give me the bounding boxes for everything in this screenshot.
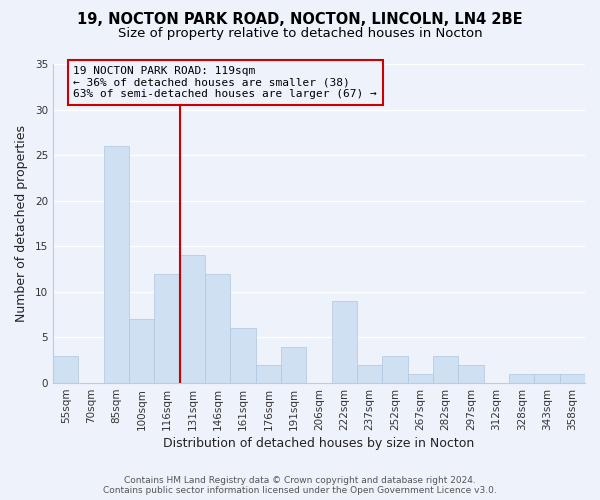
- Bar: [407, 374, 433, 383]
- Bar: [458, 365, 484, 383]
- Bar: [433, 356, 458, 383]
- Bar: [357, 365, 382, 383]
- Bar: [509, 374, 535, 383]
- Bar: [53, 356, 79, 383]
- Bar: [129, 320, 154, 383]
- Text: Size of property relative to detached houses in Nocton: Size of property relative to detached ho…: [118, 28, 482, 40]
- Bar: [382, 356, 407, 383]
- Bar: [180, 256, 205, 383]
- Text: Contains HM Land Registry data © Crown copyright and database right 2024.
Contai: Contains HM Land Registry data © Crown c…: [103, 476, 497, 495]
- Bar: [256, 365, 281, 383]
- X-axis label: Distribution of detached houses by size in Nocton: Distribution of detached houses by size …: [163, 437, 475, 450]
- Text: 19, NOCTON PARK ROAD, NOCTON, LINCOLN, LN4 2BE: 19, NOCTON PARK ROAD, NOCTON, LINCOLN, L…: [77, 12, 523, 28]
- Bar: [535, 374, 560, 383]
- Bar: [332, 301, 357, 383]
- Bar: [281, 346, 307, 383]
- Bar: [104, 146, 129, 383]
- Bar: [205, 274, 230, 383]
- Bar: [230, 328, 256, 383]
- Bar: [154, 274, 180, 383]
- Bar: [560, 374, 585, 383]
- Y-axis label: Number of detached properties: Number of detached properties: [15, 125, 28, 322]
- Text: 19 NOCTON PARK ROAD: 119sqm
← 36% of detached houses are smaller (38)
63% of sem: 19 NOCTON PARK ROAD: 119sqm ← 36% of det…: [73, 66, 377, 99]
